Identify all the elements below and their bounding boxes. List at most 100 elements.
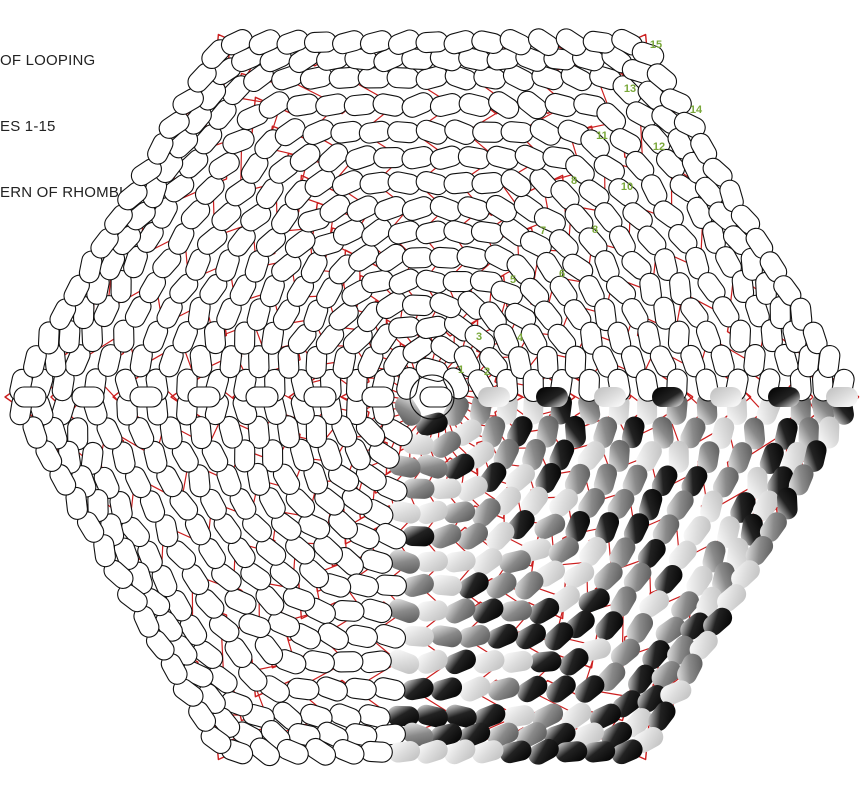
bead (458, 624, 491, 648)
bead (743, 343, 766, 378)
bead (416, 412, 448, 436)
bead (638, 488, 663, 521)
bead (341, 486, 373, 515)
row-label: 13 (624, 83, 636, 95)
bead (189, 416, 213, 450)
bead (402, 722, 434, 747)
bead (768, 387, 800, 407)
bead (445, 704, 477, 728)
bead (788, 464, 814, 496)
row-label: 14 (690, 104, 703, 116)
bead (680, 417, 706, 449)
bead (515, 623, 546, 650)
bead (752, 490, 780, 521)
bead (457, 522, 489, 550)
bead (711, 417, 735, 449)
bead (416, 600, 448, 622)
bead (247, 415, 270, 449)
bead (652, 387, 684, 407)
bead (472, 548, 503, 576)
bead (533, 207, 566, 234)
bead (245, 386, 279, 408)
bead (536, 345, 559, 379)
bead (544, 622, 574, 651)
bead (388, 598, 420, 623)
bead (234, 321, 256, 355)
bead (474, 703, 506, 729)
bead (359, 740, 393, 763)
bead (274, 118, 306, 147)
bead (284, 229, 316, 259)
row-label: 1 (458, 364, 464, 376)
bead (429, 478, 462, 499)
bead (529, 651, 562, 673)
bead (472, 498, 501, 527)
bead (303, 31, 338, 53)
bead (430, 431, 462, 458)
bead (651, 661, 682, 688)
bead (574, 675, 605, 703)
bead (402, 573, 434, 597)
bead (361, 386, 395, 408)
bead (637, 538, 666, 569)
bead (300, 703, 333, 729)
bead (276, 738, 309, 765)
bead (594, 298, 617, 332)
bead (71, 386, 105, 408)
thread-ring (112, 124, 752, 670)
bead (514, 571, 544, 600)
bead (564, 345, 587, 379)
bead (416, 551, 448, 573)
bead (611, 739, 643, 765)
bead (317, 622, 349, 651)
bead (329, 703, 362, 729)
bead (304, 169, 336, 198)
bead (490, 280, 524, 306)
bead (522, 438, 546, 471)
bead (639, 590, 670, 618)
bead (117, 181, 148, 211)
bead (572, 722, 604, 748)
bead (429, 574, 462, 596)
bead (419, 386, 453, 408)
bead (286, 93, 320, 117)
bead (238, 613, 271, 639)
bead (564, 463, 591, 495)
bead (485, 194, 518, 223)
bead (396, 366, 420, 400)
bead (368, 441, 400, 469)
bead (653, 200, 684, 229)
row-label: 8 (592, 224, 598, 236)
bead (774, 417, 798, 450)
bead (203, 321, 227, 355)
row-label: 15 (650, 39, 662, 51)
bead (319, 194, 351, 223)
bead (686, 565, 713, 597)
bead (331, 599, 365, 622)
bead (726, 537, 749, 570)
bead (700, 490, 723, 523)
bead (677, 653, 703, 685)
bead (607, 488, 635, 519)
bead (517, 675, 548, 703)
bead (743, 417, 766, 450)
bead (507, 416, 533, 447)
bead (458, 93, 492, 117)
bead (302, 650, 335, 674)
bead (517, 90, 548, 120)
bead (493, 438, 519, 470)
bead (444, 598, 476, 624)
bead (372, 93, 406, 117)
thread-ring (170, 173, 694, 621)
bead (646, 63, 678, 93)
bead (654, 565, 683, 594)
bead (499, 29, 532, 56)
bead (457, 475, 488, 502)
bead (555, 28, 587, 57)
bead (305, 415, 328, 449)
bead (443, 550, 476, 573)
bead (651, 465, 678, 497)
bead (189, 344, 213, 378)
bead (653, 296, 677, 330)
bead (348, 243, 380, 272)
